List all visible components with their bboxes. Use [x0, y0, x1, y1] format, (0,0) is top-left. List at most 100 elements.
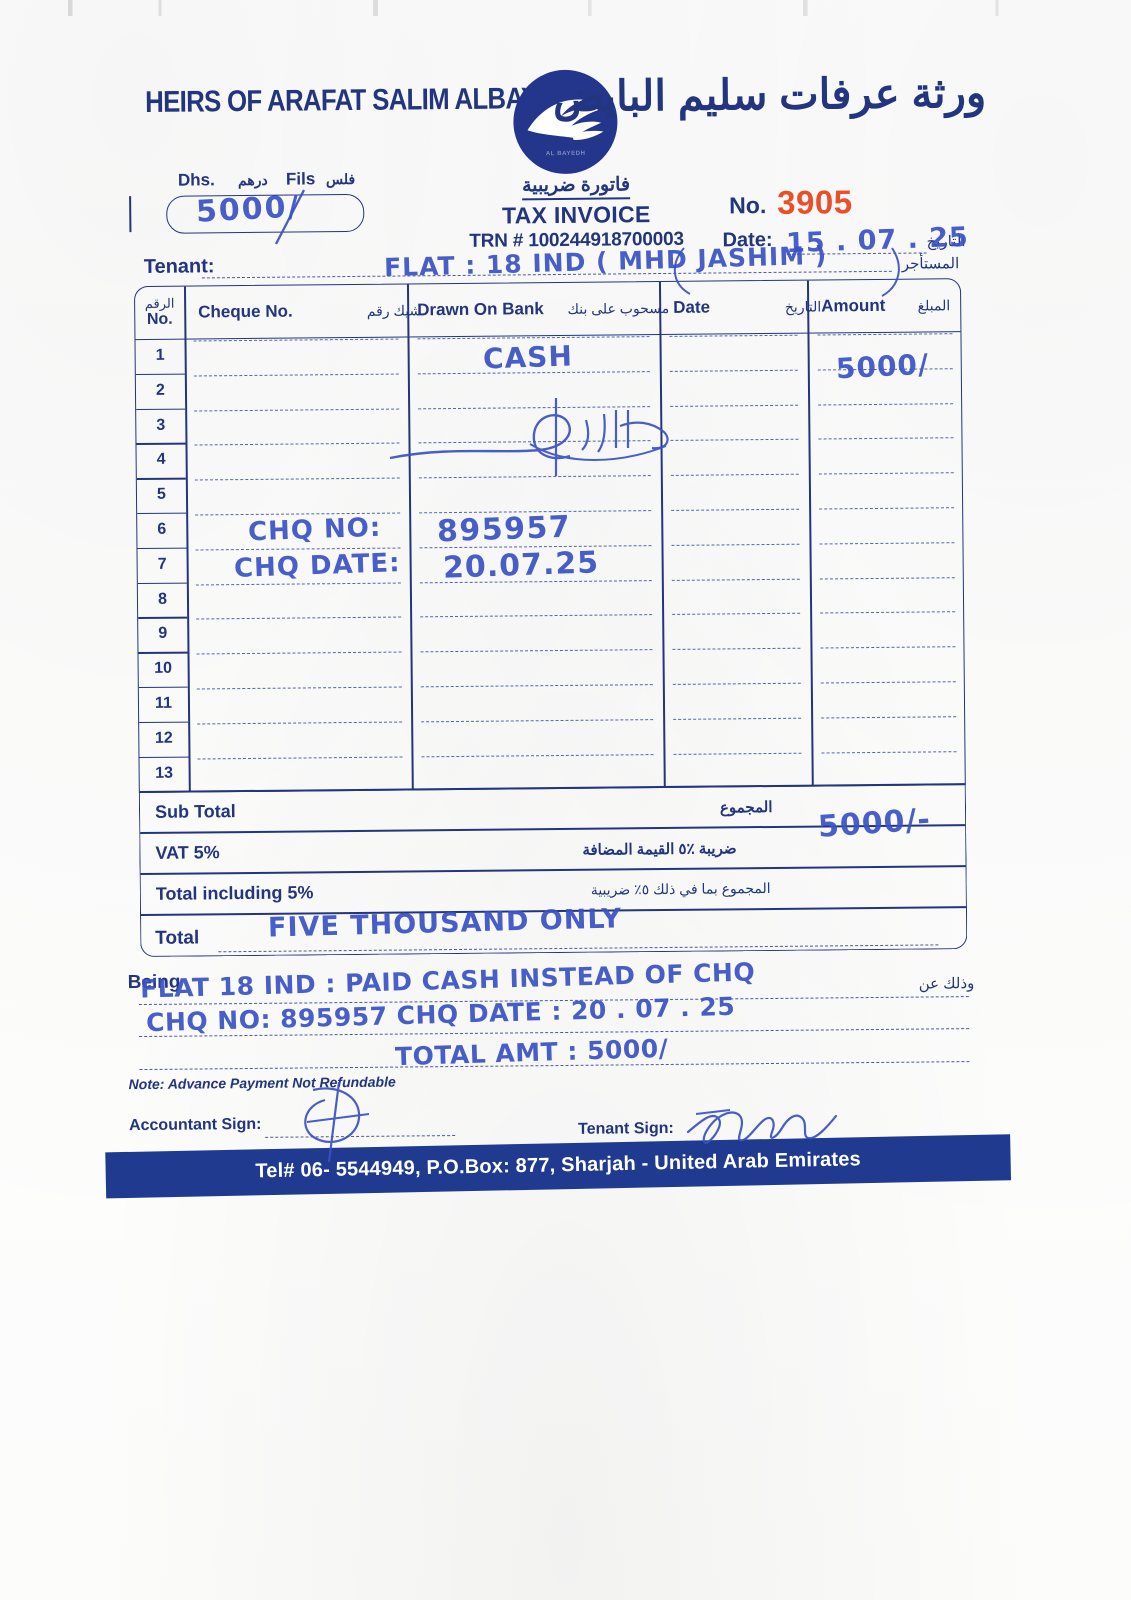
- trn-number: TRN # 100244918700003: [469, 228, 684, 252]
- table-dashed-guide: [420, 684, 653, 688]
- table-header-row: الرقم No. Cheque No. شيك رقم Drawn On Ba…: [134, 279, 961, 341]
- header-cheque-no: Cheque No. شيك رقم: [184, 284, 433, 338]
- table-dashed-guide: [818, 472, 954, 475]
- table-dashed-guide: [819, 576, 955, 580]
- header-drawn-on-bank-en: Drawn On Bank: [417, 299, 544, 320]
- table-row-number: 11: [154, 694, 173, 712]
- fils-label-en: Fils: [285, 169, 316, 189]
- table-dashed-guide: [195, 547, 401, 551]
- tenant-label-ar: المستأجر: [901, 255, 960, 273]
- table-dashed-guide: [197, 721, 403, 725]
- masthead: HEIRS OF ARAFAT SALIM ALBAYEDH AL BAYEDH…: [0, 65, 1127, 175]
- table-dashed-guide: [417, 370, 650, 375]
- being-rule-2: [139, 1028, 970, 1038]
- header-amount-ar: المبلغ: [917, 296, 951, 314]
- invoice-no-value: 3905: [777, 183, 853, 221]
- table-dashed-guide: [418, 405, 651, 409]
- body-column-divider-2: [407, 336, 414, 790]
- payments-table: الرقم No. Cheque No. شيك رقم Drawn On Ba…: [133, 278, 966, 794]
- total-in-words-row: Total: [140, 908, 965, 960]
- table-dashed-guide: [818, 437, 954, 440]
- table-row-separator: [139, 756, 189, 759]
- falcon-wing-icon: [527, 99, 604, 140]
- table-row-number: 1: [155, 346, 165, 364]
- invoice-date-label: Date:: [722, 228, 773, 252]
- table-dashed-guide: [196, 686, 402, 690]
- tenant-sign-label: Tenant Sign:: [578, 1119, 674, 1138]
- refund-note: Note: Advance Payment Not Refundable: [128, 1073, 396, 1093]
- table-dashed-guide: [672, 647, 801, 651]
- table-row-number: 13: [155, 764, 174, 782]
- invoice-no-label: No.: [729, 192, 767, 219]
- table-dashed-guide: [821, 750, 957, 754]
- table-row-number: 7: [157, 555, 167, 573]
- header-cheque-no-en: Cheque No.: [198, 301, 293, 322]
- table-dashed-guide: [672, 682, 801, 685]
- table-dashed-guide: [819, 507, 955, 510]
- invoice-date-label-ar: التاريخ: [926, 233, 966, 251]
- being-rule-3: [139, 1061, 970, 1071]
- header-drawn-on-bank: Drawn On Bank مسحوب على بنك: [407, 282, 677, 337]
- logo-subtext: AL BAYEDH: [545, 150, 586, 158]
- header-no-en: No.: [146, 311, 173, 329]
- table-row-number: 2: [155, 381, 166, 399]
- table-dashed-guide: [671, 543, 800, 546]
- table-dashed-guide: [419, 579, 652, 583]
- table-dashed-guide: [821, 715, 957, 719]
- table-row-separator: [136, 477, 186, 480]
- table-dashed-guide: [671, 508, 800, 511]
- table-dashed-guide: [420, 614, 653, 618]
- footer-contact-bar: Tel# 06- 5544949, P.O.Box: 877, Sharjah …: [105, 1134, 1012, 1199]
- header-no: الرقم No.: [135, 287, 184, 339]
- table-row-separator: [138, 616, 188, 619]
- amount-pill-divider: [129, 196, 132, 233]
- currency-labels: Dhs. درهم Fils فلس: [176, 169, 376, 189]
- table-dashed-guide: [817, 333, 953, 336]
- vat-label-ar: ضريبة ٪٥ القيمة المضافة: [582, 840, 737, 859]
- table-dashed-guide: [670, 404, 799, 407]
- tenant-rule: [201, 270, 892, 279]
- table-row-separator: [139, 721, 189, 724]
- table-dashed-guide: [671, 578, 800, 581]
- table-dashed-guide: [420, 649, 653, 653]
- dhs-label-ar: درهم: [237, 171, 268, 189]
- table-dashed-guide: [197, 756, 403, 760]
- table-row-separator: [135, 373, 185, 376]
- table-dashed-guide: [419, 544, 652, 549]
- table-row-separator: [138, 651, 188, 654]
- vat-label-en: VAT 5%: [155, 842, 220, 863]
- tax-invoice-title-ar: فاتورة ضريبية: [522, 174, 631, 201]
- table-dashed-guide: [194, 408, 400, 412]
- table-row-separator: [137, 547, 187, 550]
- body-column-divider-3: [659, 334, 666, 788]
- header-amount: Amount المبلغ: [807, 279, 960, 332]
- table-body: 1 2 3 4 5 6 7 8 9 10 11 12 13: [135, 331, 964, 792]
- tenant-label: Tenant:: [143, 255, 215, 278]
- table-row-separator: [136, 442, 186, 445]
- total-label: Total: [155, 927, 200, 949]
- header-date: Date التاريخ: [659, 280, 831, 334]
- table-dashed-guide: [418, 475, 651, 479]
- table-row-number: 4: [156, 451, 166, 469]
- total-incl-label-en: Total including 5%: [155, 882, 314, 904]
- table-dashed-guide: [820, 611, 956, 614]
- table-dashed-guide: [820, 681, 956, 684]
- table-row-number: 8: [157, 590, 168, 608]
- table-dashed-guide: [673, 752, 802, 755]
- company-name-ar: ورثة عرفات سليم البايض: [552, 68, 987, 121]
- table-dashed-guide: [194, 477, 400, 481]
- table-dashed-guide: [669, 334, 798, 337]
- table-dashed-guide: [195, 512, 401, 516]
- being-label: Being: [127, 971, 181, 994]
- table-row-separator: [137, 512, 187, 515]
- header-date-en: Date: [673, 297, 711, 317]
- table-row-number: 12: [154, 729, 173, 747]
- table-row-separator: [137, 582, 187, 585]
- accountant-sign-label: Accountant Sign:: [128, 1115, 262, 1135]
- dhs-label-en: Dhs.: [177, 170, 215, 190]
- table-dashed-guide: [672, 613, 801, 616]
- table-dashed-guide: [417, 336, 650, 340]
- table-dashed-guide: [195, 582, 401, 586]
- company-logo: AL BAYEDH: [512, 69, 618, 175]
- table-dashed-guide: [421, 753, 654, 757]
